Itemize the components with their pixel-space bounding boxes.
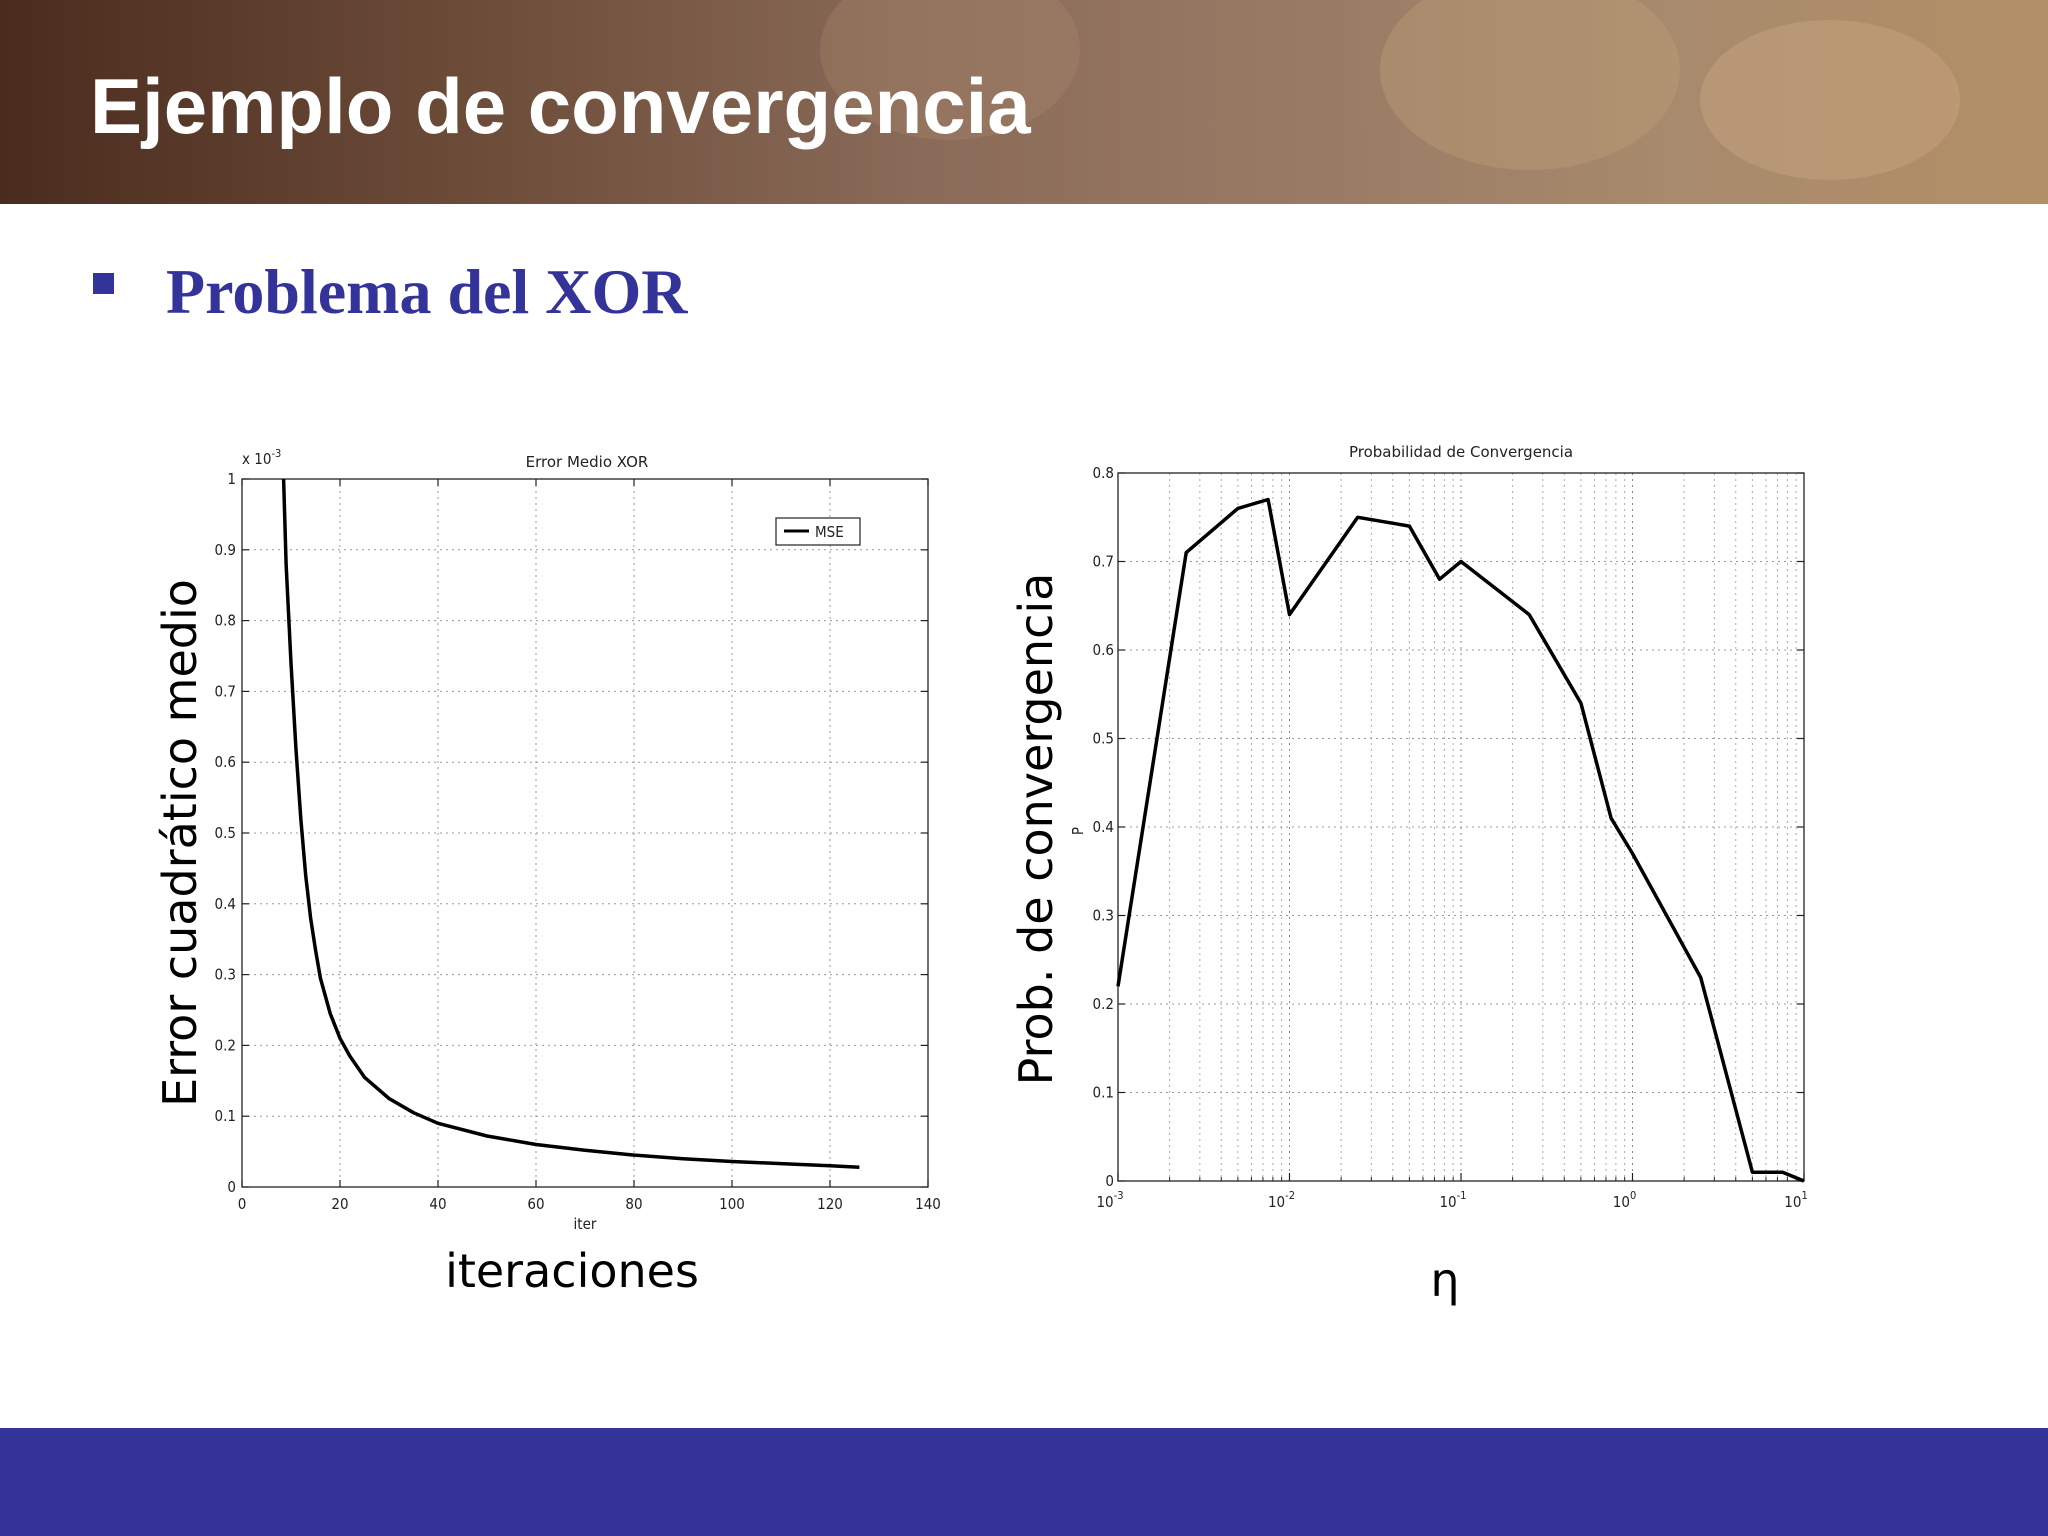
- y-tick-label: 0.6: [1093, 641, 1114, 659]
- x-tick-exp: 0: [1630, 1189, 1636, 1202]
- y-tick-label: 0.2: [1093, 995, 1114, 1013]
- header-decoration: [1700, 20, 1960, 180]
- y-tick-label: 0.7: [1093, 553, 1114, 571]
- y-tick-label: 0.3: [1093, 907, 1114, 925]
- header-decoration: [820, 0, 1080, 140]
- y-tick-label: 0.9: [215, 541, 236, 559]
- plot-frame: [1117, 472, 1805, 1182]
- y-tick-label: 0.8: [1093, 464, 1114, 482]
- x-axis-label: iter: [574, 1215, 597, 1233]
- x-tick-exp: -3: [1114, 1189, 1124, 1202]
- chart-title: Probabilidad de Convergencia: [1349, 443, 1573, 461]
- x-tick-label: 101: [1784, 1189, 1807, 1211]
- x-tick-exp: -1: [1457, 1189, 1467, 1202]
- bullet-text: Problema del XOR: [166, 256, 688, 327]
- slide-title: Ejemplo de convergencia: [90, 62, 1031, 150]
- outer-y-label: Prob. de convergencia: [1009, 573, 1063, 1086]
- x-tick-label: 40: [429, 1195, 446, 1213]
- y-tick-label: 0.1: [1093, 1084, 1114, 1102]
- y-tick-label: 0: [227, 1178, 236, 1196]
- y-multiplier-base: x 10: [242, 450, 271, 468]
- y-tick-label: 0.8: [215, 612, 236, 630]
- outer-y-label: Error cuadrático medio: [153, 579, 207, 1107]
- y-tick-label: 0: [1105, 1172, 1114, 1190]
- header-decoration: [1380, 0, 1680, 170]
- y-multiplier-exp: -3: [271, 447, 281, 460]
- x-tick-base: 10: [1439, 1193, 1456, 1211]
- y-tick-label: 0.5: [215, 824, 236, 842]
- x-tick-base: 10: [1784, 1193, 1801, 1211]
- y-multiplier: x 10-3: [242, 447, 281, 468]
- mse-chart: 0 20 40 60 80 100 120 140 0 0.1 0.2 0.3 0.4 0.5 0.6 0.7…: [153, 447, 941, 1298]
- x-tick-label: 80: [625, 1195, 642, 1213]
- ticks: 0 20 40 60 80 100 120 140 0 0.1 0.2 0.3 0.4 0.5 0.6 0.7…: [215, 470, 941, 1213]
- y-tick-label: 0.6: [215, 753, 236, 771]
- outer-x-label: iteraciones: [445, 1244, 699, 1298]
- y-tick-label: 0.4: [1093, 818, 1114, 836]
- grid-lines: [242, 479, 928, 1187]
- plot-frame: [241, 478, 929, 1188]
- x-tick-base: 10: [1096, 1193, 1113, 1211]
- slide-footer-bar: [0, 1428, 2048, 1536]
- convergence-chart: 10-3 10-2 10-1 100 10100.10.20.30.40.50.60.7…: [1009, 443, 1808, 1307]
- x-tick-label: 20: [331, 1195, 348, 1213]
- chart-title: Error Medio XOR: [526, 453, 649, 471]
- legend: MSE: [775, 517, 861, 546]
- y-tick-label: 0.1: [215, 1107, 236, 1125]
- x-tick-label: 100: [1613, 1189, 1636, 1211]
- y-tick-label: 1: [227, 470, 236, 488]
- x-tick-base: 10: [1268, 1193, 1285, 1211]
- x-tick-label: 120: [817, 1195, 843, 1213]
- x-tick-label: 10-2: [1268, 1189, 1295, 1211]
- x-tick-label: 140: [915, 1195, 941, 1213]
- y-axis-label: P: [1069, 827, 1087, 835]
- y-tick-label: 0.5: [1093, 730, 1114, 748]
- y-tick-label: 0.2: [215, 1036, 236, 1054]
- series-line-probability: [1116, 497, 1805, 1183]
- y-tick-label: 0.7: [215, 682, 236, 700]
- y-tick-label: 0.4: [215, 895, 236, 913]
- y-tick-label: 0.3: [215, 966, 236, 984]
- x-tick-label: 100: [719, 1195, 745, 1213]
- x-tick-label: 60: [527, 1195, 544, 1213]
- series-line-mse: [281, 478, 860, 1169]
- x-tick-label: 0: [238, 1195, 247, 1213]
- x-tick-exp: -2: [1285, 1189, 1295, 1202]
- ticks: 10-3 10-2 10-1 100 10100.10.20.30.40.50.60.7…: [1093, 464, 1808, 1211]
- x-tick-label: 10-3: [1096, 1189, 1123, 1211]
- x-tick-base: 10: [1613, 1193, 1630, 1211]
- legend-label: MSE: [815, 523, 844, 541]
- bullet-square-icon: [93, 273, 114, 294]
- x-tick-exp: 1: [1801, 1189, 1807, 1202]
- slide-header: Ejemplo de convergencia: [0, 0, 2048, 204]
- x-tick-label: 10-1: [1439, 1189, 1466, 1211]
- grid-lines: [1118, 473, 1804, 1181]
- outer-x-label: η: [1430, 1253, 1459, 1307]
